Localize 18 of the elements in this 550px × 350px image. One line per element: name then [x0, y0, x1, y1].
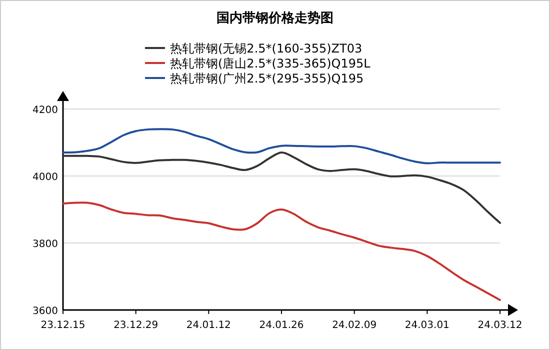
- legend-label: 热轧带钢(唐山2.5*(335-365)Q195L: [170, 56, 371, 70]
- x-tick-label: 24.02.09: [332, 320, 377, 331]
- y-tick-label: 4200: [32, 105, 58, 116]
- y-tick-label: 3600: [32, 306, 58, 317]
- chart-title: 国内带钢价格走势图: [216, 10, 334, 26]
- line-series: [62, 152, 501, 224]
- x-tick-label: 24.03.01: [404, 320, 450, 331]
- legend-label: 热轧带钢(无锡2.5*(160-355)ZT03: [170, 42, 362, 56]
- line-series: [62, 202, 501, 301]
- y-tick-label: 4000: [32, 172, 58, 183]
- line-series: [62, 128, 501, 164]
- x-tick-label: 23.12.15: [40, 320, 86, 331]
- y-tick-label: 3800: [32, 239, 58, 250]
- x-tick-label: 24.01.26: [259, 320, 304, 331]
- x-tick-label: 24.03.12: [478, 320, 522, 331]
- x-tick-label: 24.01.12: [186, 320, 231, 331]
- legend-label: 热轧带钢(广州2.5*(295-355)Q195: [170, 72, 364, 86]
- x-tick-label: 23.12.29: [114, 320, 158, 331]
